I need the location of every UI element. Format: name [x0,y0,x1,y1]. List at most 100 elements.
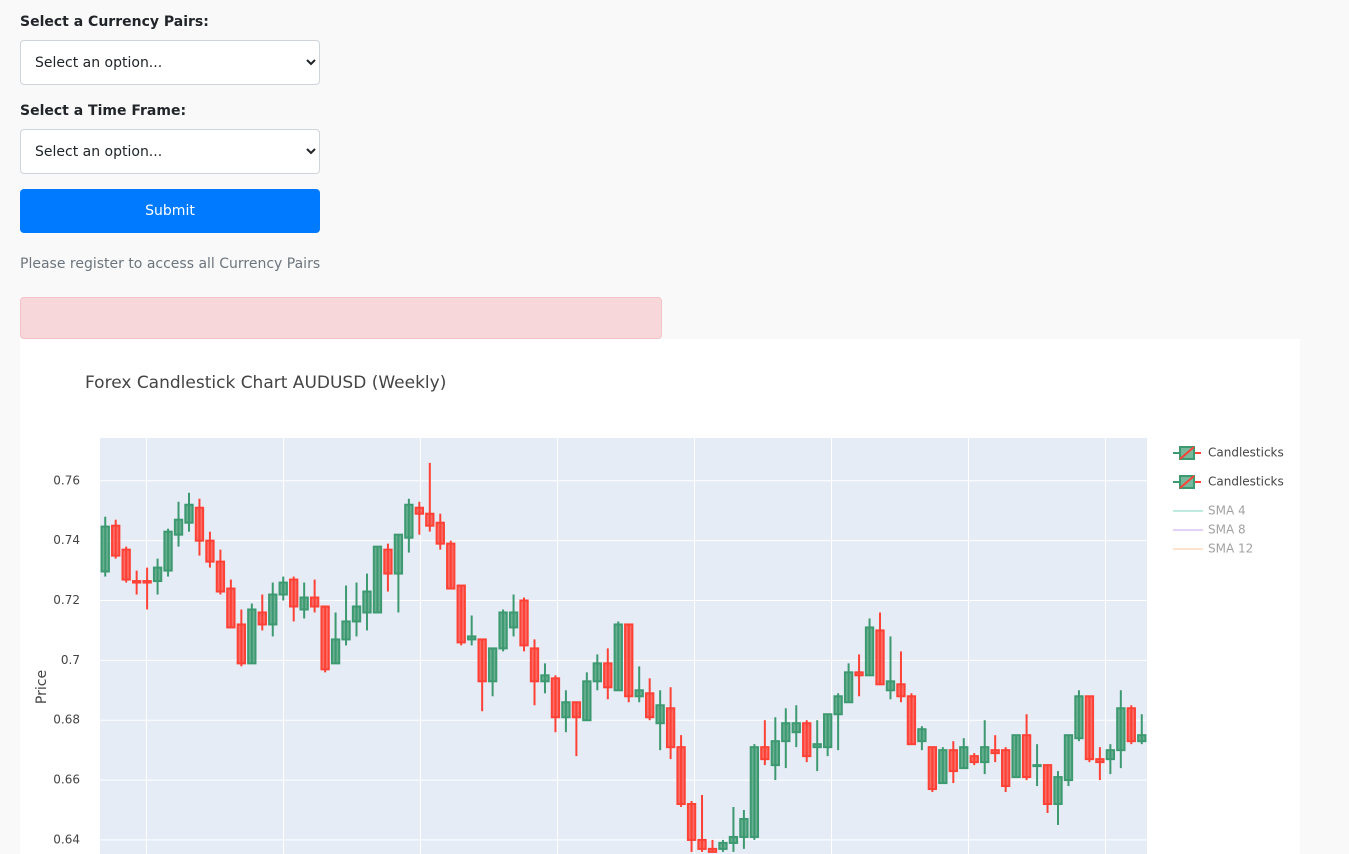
candle-body [341,620,351,641]
candle-body [320,605,330,671]
legend-swatch-diag [1179,446,1195,460]
candle-body [676,746,686,806]
candle-body [184,503,194,524]
candle-body [299,596,309,611]
candle-body [582,680,592,722]
candle-body [194,506,205,542]
candle-body [854,671,864,677]
alert-box [20,297,662,339]
register-note: Please register to access all Currency P… [20,256,321,272]
candle-body [257,611,267,626]
candle-body [739,817,749,838]
y-tick-label: 0.72 [53,593,80,607]
candle-body [372,545,383,614]
candle-body [487,647,498,683]
candle-body [718,841,728,850]
candle-body [425,512,435,527]
timeframe-label: Select a Time Frame: [20,103,187,119]
candle-body [205,539,215,563]
candle-body [603,662,613,689]
candle-body [393,533,404,575]
candle-body [1063,734,1074,782]
legend-label[interactable]: Candlesticks [1208,475,1284,489]
chart: Forex Candlestick Chart AUDUSD (Weekly) … [20,339,1300,854]
candle-body [969,755,979,764]
candle-body [645,692,655,719]
y-tick-label: 0.74 [53,533,80,547]
candle-body [990,749,1000,755]
candle-body [875,629,885,686]
candle-body [781,722,791,743]
candle-body [1042,764,1053,806]
candle-body [226,587,236,629]
pair-select[interactable]: Select an option... [20,40,320,85]
candle-body [215,560,226,593]
candle-body [833,695,843,716]
candle-body [980,746,990,764]
chart-title: Forex Candlestick Chart AUDUSD (Weekly) [85,373,446,393]
candle-body [823,713,833,749]
candle-body [885,680,896,692]
candle-body [435,521,445,545]
candle-body [613,623,623,692]
candle-body [550,677,561,719]
pair-label: Select a Currency Pairs: [20,14,209,30]
timeframe-select[interactable]: Select an option... [20,129,320,174]
legend-label[interactable]: SMA 4 [1208,504,1246,518]
candle-body [508,611,519,629]
y-axis-title: Price [34,670,50,704]
candle-body [414,506,424,515]
candle-body [330,638,341,665]
candle-body [498,611,508,650]
candle-body [864,626,875,677]
candle-body [268,593,278,626]
candle-body [843,671,854,704]
candle-body [131,580,142,584]
candle-body [697,838,707,850]
candle-body [173,518,184,536]
candle-body [1011,734,1021,779]
candle-body [152,566,163,583]
candle-body [383,548,393,575]
candle-body [906,695,917,746]
candle-body [571,701,582,719]
candle-body [446,542,456,590]
candle-body [142,580,152,584]
candle-body [309,596,320,608]
y-tick-label: 0.64 [53,832,80,846]
candle-body [111,524,121,557]
candle-body [770,740,780,767]
candle-body [592,662,602,683]
candle-body [456,584,466,644]
candle-body [938,749,948,785]
candle-body [760,746,770,761]
candle-body [1126,707,1136,743]
candle-body [467,635,477,641]
candle-body [948,749,958,773]
candle-body [163,530,173,572]
legend-label[interactable]: Candlesticks [1208,446,1284,460]
candle-body [665,707,676,749]
candle-body [1084,695,1095,761]
candle-body [749,746,760,838]
x-grid [100,438,1147,854]
candle-body [404,503,414,539]
candle-body [728,835,739,844]
legend-label[interactable]: SMA 8 [1208,523,1246,537]
candle-body [686,803,697,841]
candle-body [121,548,131,581]
candle-body [247,608,257,665]
legend-swatch-diag [1179,475,1195,489]
candle-body [362,590,372,614]
candle-body [1095,758,1105,764]
candle-body [351,605,362,623]
candle-body [655,704,665,725]
candle-body [917,728,927,743]
legend-label[interactable]: SMA 12 [1208,542,1253,556]
submit-button[interactable]: Submit [20,189,320,233]
candle-body [561,701,571,719]
candle-body [1137,734,1147,743]
candle-body [1053,776,1063,806]
candle-body [927,746,938,791]
